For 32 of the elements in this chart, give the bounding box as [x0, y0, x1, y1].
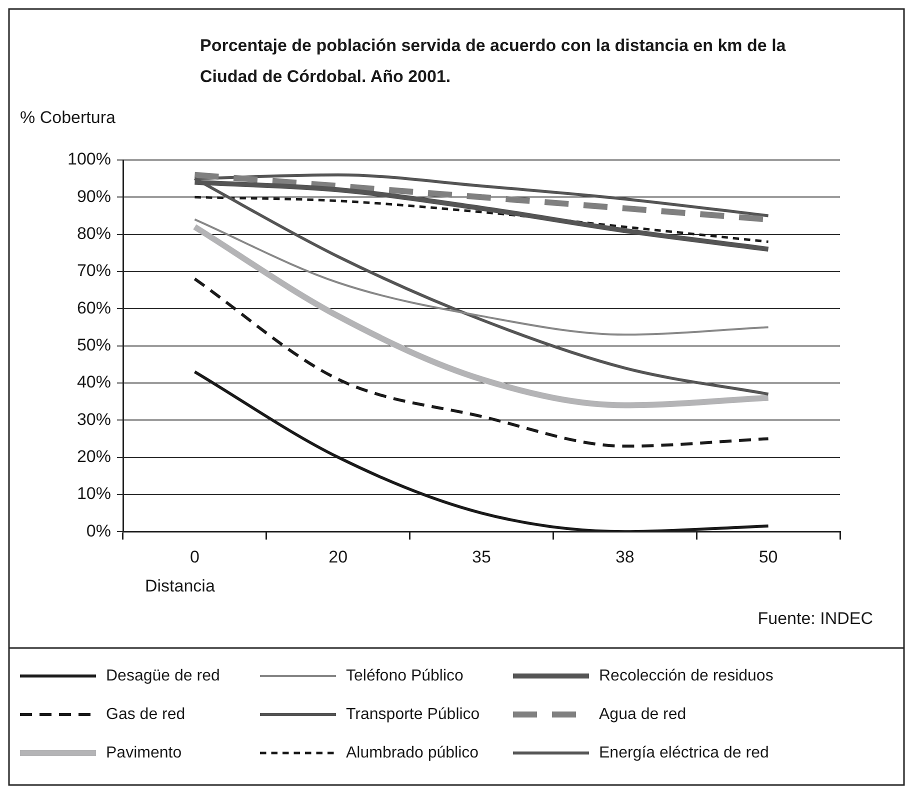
- y-tick-label: 10%: [76, 484, 111, 504]
- x-tick-label: 50: [758, 547, 778, 566]
- y-tick-label: 70%: [76, 261, 111, 280]
- y-tick-label: 60%: [76, 298, 111, 318]
- chart-title: Porcentaje de población servida de acuerdo con la distancia en km de la Ciudad de Córdobal. Año 2001.: [200, 36, 786, 86]
- x-tick-label: 20: [328, 547, 348, 566]
- legend-label: Teléfono Público: [346, 667, 464, 684]
- y-tick-label: 100%: [68, 150, 111, 169]
- y-tick-label: 90%: [76, 186, 111, 206]
- y-tick-label: 40%: [76, 372, 111, 392]
- legend-label: Gas de red: [106, 706, 186, 723]
- legend-label: Agua de red: [599, 706, 686, 723]
- legend-label: Transporte Público: [346, 706, 480, 723]
- legend-label: Alumbrado público: [346, 744, 479, 762]
- line-series: [194, 218, 770, 336]
- line-series: [193, 277, 770, 448]
- x-tick-label: 35: [472, 547, 491, 566]
- legend-label: Energía eléctrica de red: [599, 744, 769, 762]
- x-axis-title: Distancia: [145, 576, 216, 596]
- line-series: [193, 196, 770, 243]
- y-tick-label: 20%: [76, 446, 111, 466]
- x-tick-label: 38: [615, 547, 634, 566]
- y-tick-label: 80%: [76, 224, 111, 244]
- legend-label: Recolección de residuos: [599, 667, 774, 684]
- y-tick-label: 50%: [76, 335, 111, 354]
- x-tick-label: 0: [190, 547, 200, 566]
- y-tick-label: 0%: [86, 521, 111, 540]
- source-note: Fuente: INDEC: [758, 609, 873, 628]
- y-tick-label: 30%: [76, 410, 111, 429]
- y-axis-title: % Cobertura: [20, 108, 116, 127]
- legend-label: Desagüe de red: [106, 667, 220, 684]
- legend-label: Pavimento: [106, 744, 182, 762]
